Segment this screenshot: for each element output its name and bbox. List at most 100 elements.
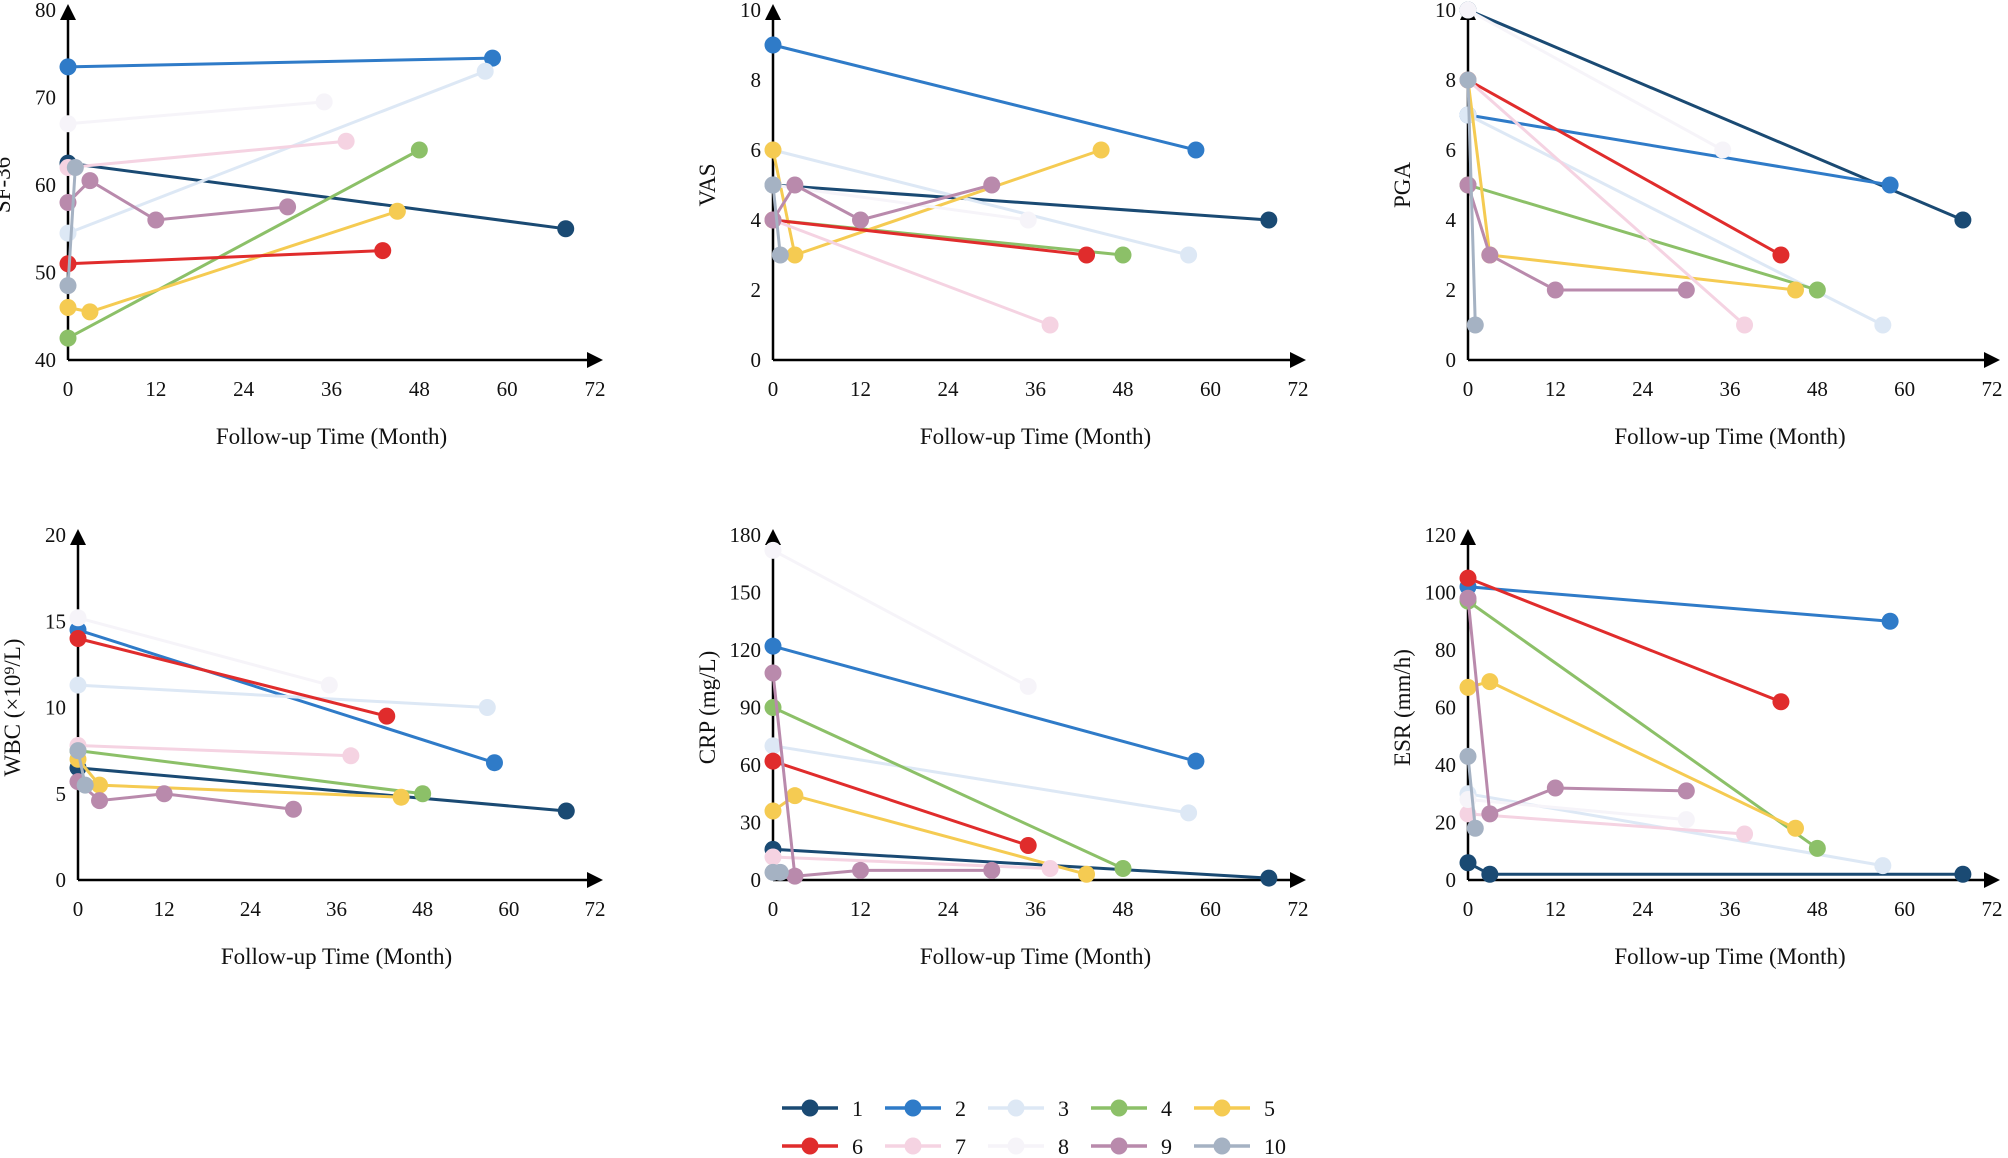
- data-point: [155, 785, 173, 803]
- data-point: [1114, 860, 1132, 877]
- legend-label: 2: [955, 1096, 966, 1121]
- x-tick-label: 48: [1807, 377, 1828, 401]
- series-line: [771, 184, 782, 256]
- x-tick-label: 60: [1894, 377, 1915, 401]
- series-line: [772, 759, 1029, 847]
- x-tick-label: 72: [1982, 897, 2003, 921]
- data-point: [1260, 211, 1278, 229]
- legend-label: 5: [1264, 1096, 1275, 1121]
- series-8: [69, 609, 338, 694]
- series-line: [1466, 79, 1477, 326]
- y-tick-label: 40: [1435, 753, 1456, 777]
- legend-swatch-marker: [801, 1099, 819, 1117]
- series-line: [1467, 78, 1782, 257]
- legend-swatch-marker: [1007, 1137, 1025, 1155]
- x-axis-title: Follow-up Time (Month): [920, 424, 1151, 449]
- chart-1: 0 12 24 36 48 60 72 40 50 60 70 80 Follow-up Time (M…: [0, 0, 606, 449]
- data-point: [764, 737, 782, 755]
- y-axis-title: CRP (mg/L): [695, 651, 720, 765]
- series-4: [59, 141, 428, 347]
- data-point: [81, 303, 99, 321]
- legend-label: 4: [1161, 1096, 1172, 1121]
- data-point: [59, 224, 77, 242]
- x-tick-label: 72: [1288, 377, 1309, 401]
- series-line: [772, 847, 1269, 880]
- series-10: [59, 159, 84, 295]
- series-6: [69, 630, 396, 725]
- x-tick-label: 36: [1025, 897, 1046, 921]
- legend-label: 7: [955, 1134, 966, 1158]
- series-line: [67, 249, 383, 266]
- y-axis-title: PGA: [1390, 162, 1415, 208]
- data-point: [764, 848, 782, 866]
- data-point: [764, 752, 782, 770]
- x-axis-title: Follow-up Time (Month): [1614, 424, 1845, 449]
- data-point: [284, 800, 302, 818]
- series-line: [1467, 585, 1891, 623]
- series-9: [764, 664, 1001, 885]
- data-point: [1874, 857, 1892, 875]
- data-point: [1881, 612, 1899, 630]
- x-axis-arrow-icon: [587, 352, 603, 368]
- legend-swatch-marker: [801, 1137, 819, 1155]
- x-axis-title: Follow-up Time (Month): [221, 944, 452, 969]
- series-line: [77, 749, 423, 796]
- legend-item-7: 7: [885, 1134, 966, 1158]
- y-tick-label: 180: [730, 523, 762, 547]
- y-tick-label: 4: [751, 208, 762, 232]
- series-5: [69, 750, 410, 806]
- x-tick-label: 0: [768, 377, 779, 401]
- data-point: [983, 176, 1001, 194]
- data-point: [764, 802, 782, 820]
- series-line: [772, 706, 1124, 870]
- series-line: [772, 218, 1051, 327]
- y-tick-label: 120: [730, 638, 762, 662]
- data-point: [1187, 141, 1205, 159]
- series-line: [772, 148, 1189, 257]
- data-point: [76, 776, 94, 794]
- y-axis-arrow-icon: [765, 529, 781, 545]
- y-axis-title: SF-36: [0, 157, 15, 213]
- series-8: [59, 93, 333, 133]
- data-point: [1787, 281, 1804, 299]
- data-point: [557, 802, 575, 820]
- data-point: [1466, 316, 1484, 334]
- series-line: [772, 183, 1269, 222]
- legend-item-4: 4: [1091, 1096, 1172, 1121]
- legend-label: 9: [1161, 1134, 1172, 1158]
- series-6: [1459, 71, 1790, 264]
- y-axis-arrow-icon: [1460, 529, 1476, 545]
- data-point: [69, 742, 87, 760]
- y-axis-title: WBC (×10⁹/L): [0, 639, 25, 777]
- x-tick-label: 24: [1632, 377, 1654, 401]
- data-point: [1180, 246, 1198, 264]
- series-1: [1459, 854, 1972, 883]
- x-axis-arrow-icon: [1984, 872, 2000, 888]
- data-point: [771, 246, 789, 264]
- y-tick-label: 60: [1435, 696, 1456, 720]
- series-line: [77, 744, 351, 758]
- series-line: [67, 56, 493, 69]
- data-point: [764, 699, 782, 716]
- x-tick-label: 36: [326, 897, 347, 921]
- series-line: [1467, 812, 1745, 836]
- series-7: [764, 848, 1059, 877]
- series-8: [764, 541, 1037, 695]
- legend-item-2: 2: [885, 1096, 966, 1121]
- data-point: [786, 246, 804, 264]
- x-axis-arrow-icon: [587, 872, 603, 888]
- y-tick-label: 10: [45, 696, 66, 720]
- x-tick-label: 60: [1894, 897, 1915, 921]
- series-1: [59, 154, 575, 238]
- x-tick-label: 72: [1982, 377, 2003, 401]
- x-axis-arrow-icon: [1984, 352, 2000, 368]
- chart-4: 0 12 24 36 48 60 72 0 5 10 15 20 Follow-up Time (Mon…: [0, 523, 606, 969]
- data-point: [764, 541, 782, 559]
- y-tick-label: 100: [1425, 581, 1457, 605]
- data-point: [59, 115, 77, 133]
- y-tick-label: 0: [751, 348, 762, 372]
- series-5: [1459, 673, 1804, 837]
